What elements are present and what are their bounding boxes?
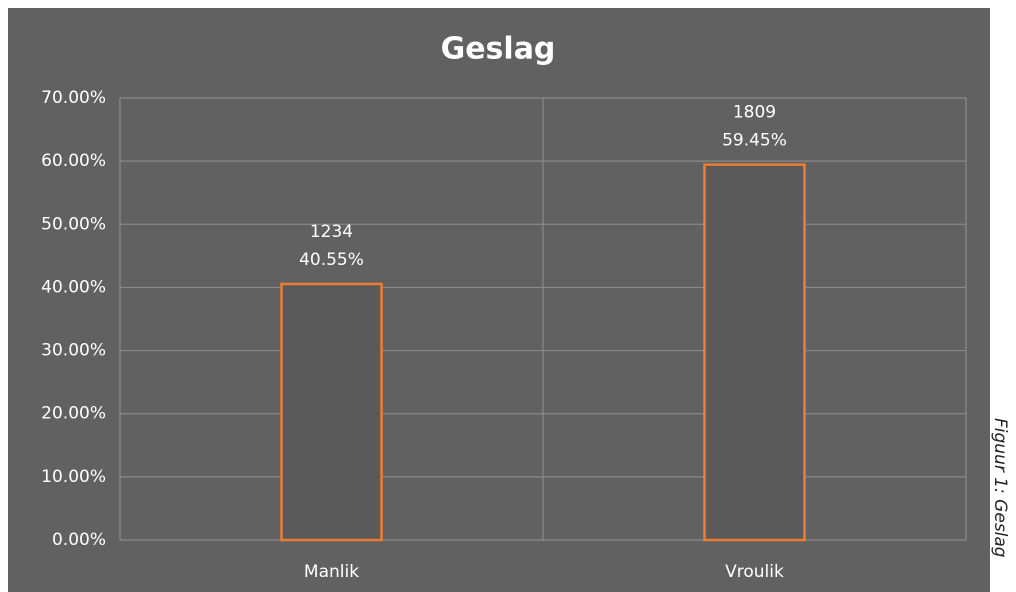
value-label: 40.55% [299,250,364,270]
chart-title: Geslag [441,32,556,67]
y-tick-label: 30.00% [41,341,106,361]
y-tick-label: 0.00% [52,530,106,550]
value-label: 59.45% [722,131,787,151]
count-label: 1809 [733,103,776,123]
y-tick-label: 40.00% [41,277,106,297]
bar [280,282,383,542]
y-tick-label: 20.00% [41,404,106,424]
y-tick-label: 50.00% [41,214,106,234]
count-label: 1234 [310,222,353,242]
y-tick-label: 70.00% [41,88,106,108]
x-tick-label: Manlik [304,562,359,582]
y-tick-label: 10.00% [41,467,106,487]
x-tick-label: Vroulik [725,562,784,582]
y-tick-label: 60.00% [41,151,106,171]
caption: Figuur 1: Geslag [990,418,1010,558]
chart-background [8,8,990,592]
bar [703,163,806,542]
